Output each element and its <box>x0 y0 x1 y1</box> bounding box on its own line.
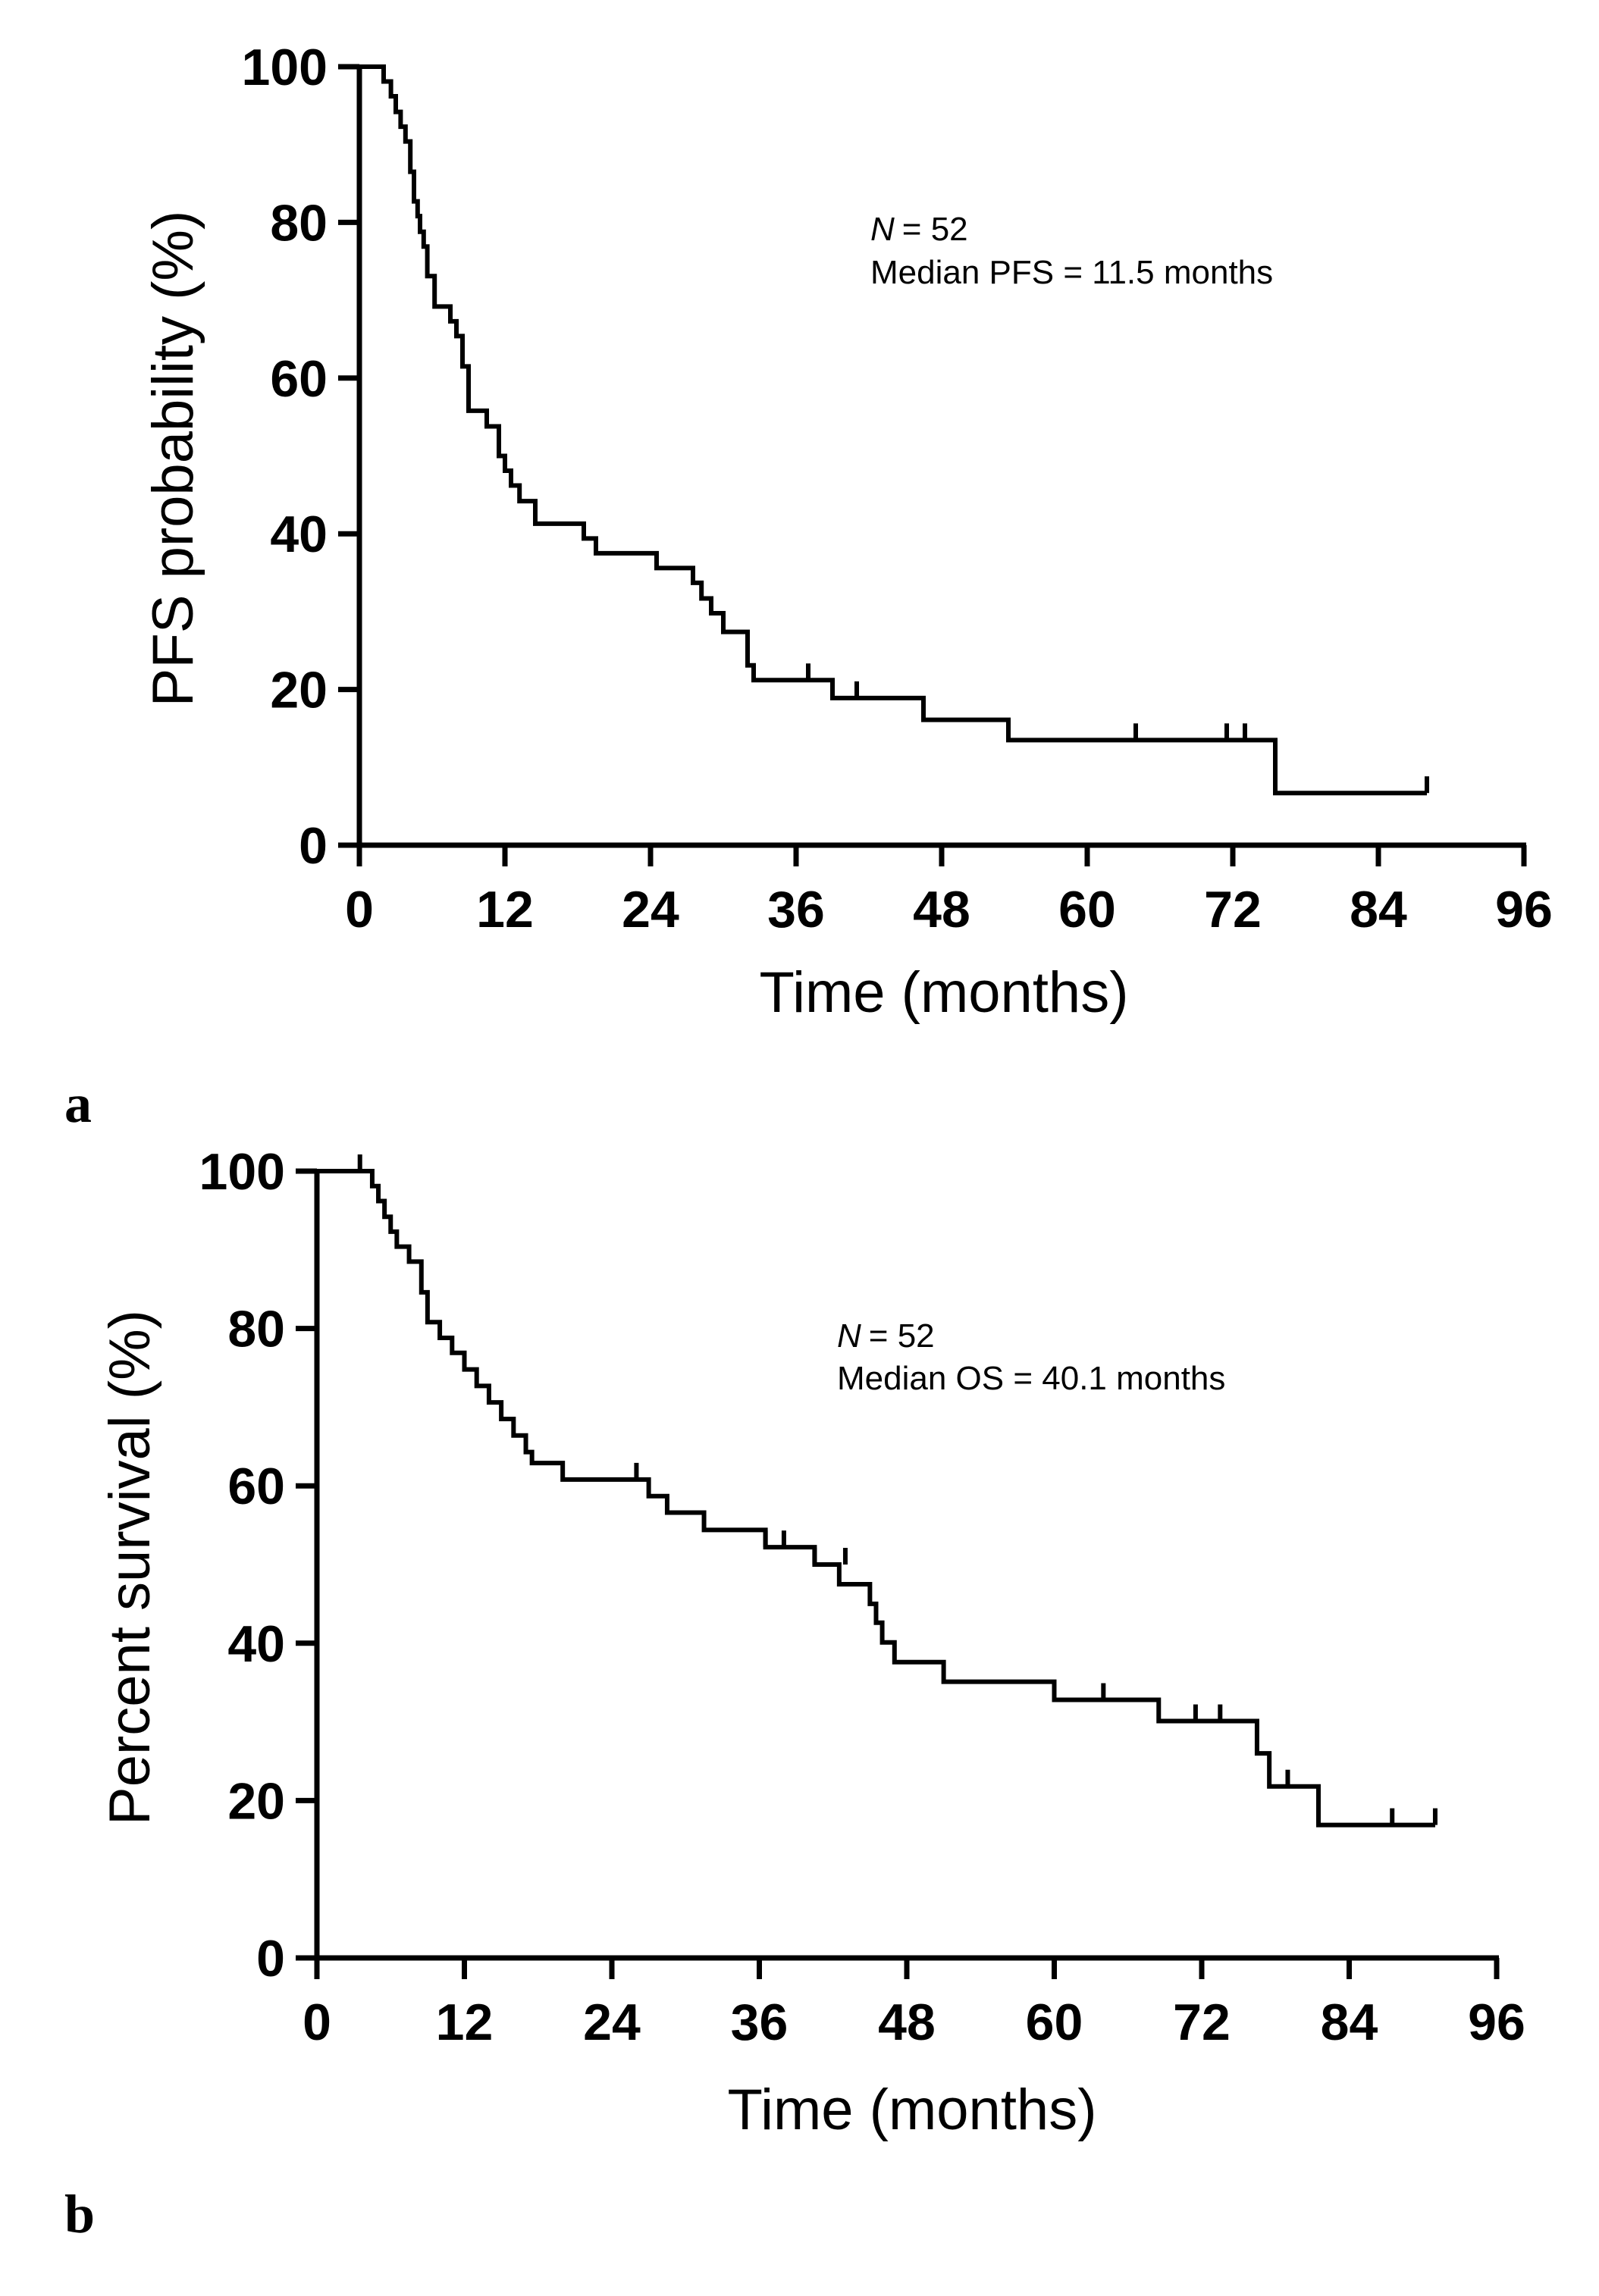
panel-a-y-tick-label: 40 <box>270 506 328 563</box>
panel-b-x-tick-label: 84 <box>1321 1994 1378 2051</box>
panel-a-x-tick-label: 60 <box>1058 881 1116 938</box>
panel-b-x-tick-label: 24 <box>583 1994 641 2051</box>
panel-b-n-value: = 52 <box>869 1317 935 1355</box>
panel-a-y-axis-title: PFS probability (%) <box>141 211 205 707</box>
panel-a-x-tick-label: 96 <box>1495 881 1553 938</box>
panel-b-x-tick-label: 60 <box>1026 1994 1083 2051</box>
panel-b-y-tick-label: 100 <box>199 1143 285 1201</box>
panel-a-x-tick-label: 72 <box>1204 881 1262 938</box>
panel-b-y-tick-label: 80 <box>227 1301 285 1358</box>
panel-b-x-tick-label: 36 <box>731 1994 789 2051</box>
panel-a-x-tick-label: 0 <box>345 881 374 938</box>
panel-a-label: a <box>64 1073 92 1134</box>
panel-b-y-tick-label: 60 <box>227 1458 285 1515</box>
panel-b-y-tick-label: 20 <box>227 1772 285 1830</box>
panel-a-plot-area: 0 20 40 60 80 100 0 12 24 36 48 60 72 84 96 <box>242 39 1553 938</box>
panel-b-median-annotation: Median OS = 40.1 months <box>837 1360 1225 1397</box>
panel-b-x-tick-label: 12 <box>436 1994 494 2051</box>
panel-a-median-annotation: Median PFS = 11.5 months <box>870 254 1273 291</box>
panel-a-x-tick-label: 24 <box>622 881 679 938</box>
panel-b-y-axis-title: Percent survival (%) <box>98 1310 162 1825</box>
panel-a-n-value: = 52 <box>902 211 968 248</box>
panel-b-x-tick-label: 96 <box>1468 1994 1525 2051</box>
panel-a-x-tick-label: 12 <box>476 881 534 938</box>
panel-a-pfs-chart: PFS probability (%) Time (months) N = 52 … <box>141 39 1553 1025</box>
panel-b-y-tick-label: 40 <box>227 1615 285 1673</box>
panel-b-x-tick-label: 0 <box>303 1994 331 2051</box>
panel-b-label: b <box>64 2184 95 2244</box>
panel-a-x-tick-label: 48 <box>913 881 970 938</box>
panel-b-x-tick-label: 48 <box>878 1994 936 2051</box>
panel-a-y-tick-label: 0 <box>299 817 328 875</box>
panel-a-y-tick-label: 80 <box>270 194 328 252</box>
panel-a-x-axis-title: Time (months) <box>759 960 1128 1025</box>
panel-a-y-tick-label: 100 <box>242 39 328 96</box>
panel-b-survival-curve <box>317 1169 1435 1828</box>
panel-a-y-tick-label: 20 <box>270 662 328 719</box>
panel-b-y-tick-label: 0 <box>256 1930 285 1987</box>
panel-a-y-tick-label: 60 <box>270 350 328 408</box>
panel-b-x-axis-title: Time (months) <box>727 2078 1096 2142</box>
panel-b-n-annotation: N = 52 <box>837 1317 935 1355</box>
panel-b-n-label: N <box>837 1317 861 1355</box>
panel-b-plot-area: 0 20 40 60 80 100 0 12 24 36 48 60 72 84 96 <box>199 1143 1525 2051</box>
panel-a-survival-curve <box>359 64 1427 796</box>
panel-a-n-annotation: N = 52 <box>870 211 968 248</box>
panel-a-x-tick-label: 84 <box>1350 881 1407 938</box>
panel-b-x-tick-label: 72 <box>1173 1994 1231 2051</box>
panel-b-os-chart: Percent survival (%) Time (months) N = 52… <box>98 1143 1525 2142</box>
panel-a-x-tick-label: 36 <box>767 881 825 938</box>
panel-a-n-label: N <box>870 211 895 248</box>
